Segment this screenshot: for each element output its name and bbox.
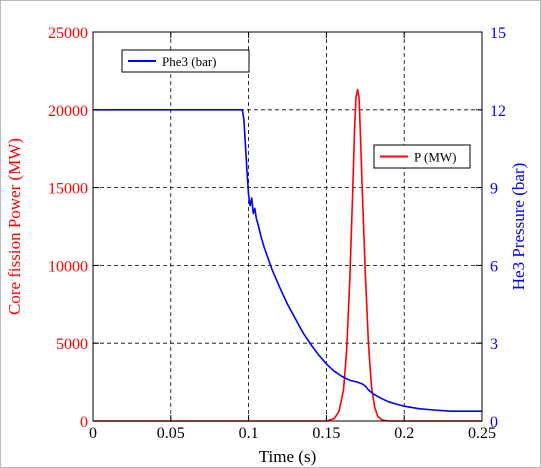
y-left-tick-label: 25000 [48,25,88,42]
x-tick-label: 0.15 [312,425,340,442]
x-tick-label: 0.05 [157,425,185,442]
x-tick-label: 0 [89,425,97,442]
legend-phe3-box [121,49,250,73]
y-left-tick-label: 20000 [48,103,88,120]
y-axis-right-label: He3 Pressure (bar) [509,163,528,290]
y-right-tick-label: 15 [490,25,506,42]
legend-power-label: P (MW) [414,150,457,165]
y-right-tick-label: 9 [490,181,498,198]
plot-border [92,31,483,422]
x-tick-label: 0.2 [394,425,414,442]
grid [93,32,482,421]
y-axis-left-label: Core fission Power (MW) [5,138,24,315]
x-tick-label: 0.25 [468,425,496,442]
legend-power-box [373,144,471,169]
legend-phe3: Phe3 (bar) [121,49,250,73]
y-left-tick-label: 0 [80,414,88,431]
y-left-tick-label: 10000 [48,258,88,275]
y-right-tick-label: 3 [490,336,498,353]
series-layer [93,88,482,422]
y-left-tick-label: 15000 [48,181,88,198]
y-right-tick-label: 12 [490,103,506,120]
legend-phe3-label: Phe3 (bar) [162,54,217,69]
y-right-tick-label: 0 [490,414,498,431]
y-left-tick-label: 5000 [56,336,88,353]
y-right-tick-label: 6 [490,258,498,275]
series-line-phe3 [93,109,482,412]
series-line-power [93,88,482,422]
ticks: 0 0.05 0.1 0.15 0.2 0.25050001000015000200002… [48,25,506,442]
legend-power: P (MW) [373,144,471,169]
x-tick-label: 0.1 [239,425,259,442]
x-axis-label: Time (s) [259,447,316,466]
